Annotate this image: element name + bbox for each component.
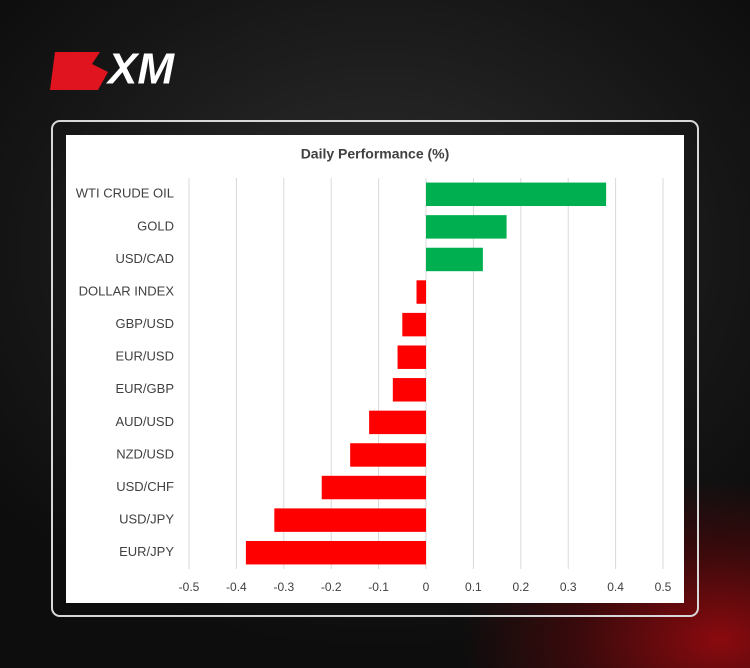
- x-tick-label: -0.3: [273, 580, 294, 594]
- x-tick-label: 0.5: [655, 580, 672, 594]
- y-tick-label: AUD/USD: [115, 414, 174, 429]
- x-tick-label: -0.5: [179, 580, 200, 594]
- bar: [402, 312, 426, 337]
- bar: [369, 410, 426, 435]
- y-tick-label: GBP/USD: [115, 316, 174, 331]
- y-tick-label: NZD/USD: [116, 446, 174, 461]
- logo: XM: [105, 45, 175, 94]
- x-tick-label: 0: [423, 580, 430, 594]
- bar: [426, 182, 607, 207]
- bar: [321, 475, 426, 500]
- y-tick-label: USD/CHF: [116, 479, 174, 494]
- bar: [392, 378, 426, 402]
- x-tick-label: 0.1: [465, 580, 482, 594]
- x-tick-label: -0.1: [368, 580, 389, 594]
- y-tick-label: EUR/GBP: [115, 381, 174, 396]
- y-tick-label: EUR/USD: [115, 349, 174, 364]
- bar: [245, 540, 426, 565]
- bar: [397, 345, 426, 369]
- y-tick-label: EUR/JPY: [119, 544, 174, 559]
- bar: [350, 443, 426, 467]
- y-tick-label: USD/CAD: [115, 251, 174, 266]
- x-tick-label: -0.4: [226, 580, 247, 594]
- x-tick-label: 0.4: [607, 580, 624, 594]
- y-tick-label: WTI CRUDE OIL: [76, 186, 174, 201]
- logo-mark: [50, 52, 108, 90]
- bar: [416, 280, 426, 304]
- bar: [426, 215, 507, 239]
- y-tick-label: GOLD: [137, 218, 174, 233]
- bar: [426, 247, 483, 272]
- y-tick-label: DOLLAR INDEX: [79, 283, 175, 298]
- x-tick-label: 0.2: [512, 580, 529, 594]
- chart-title: Daily Performance (%): [301, 146, 450, 162]
- x-tick-label: 0.3: [560, 580, 577, 594]
- y-tick-label: USD/JPY: [119, 512, 174, 527]
- bar: [274, 508, 426, 532]
- frame: [51, 120, 699, 617]
- x-tick-label: -0.2: [321, 580, 342, 594]
